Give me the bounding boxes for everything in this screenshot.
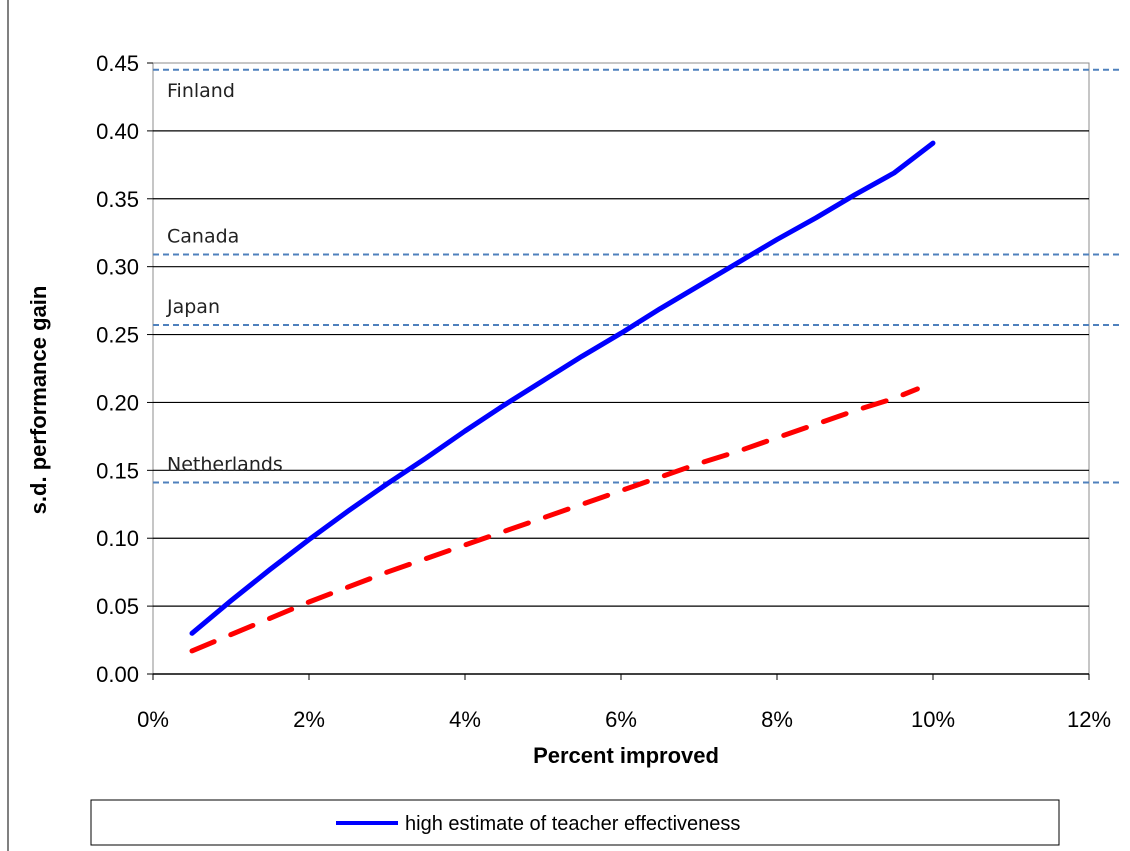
y-tick-label: 0.15 xyxy=(96,458,139,483)
gridlines xyxy=(153,130,1089,607)
legend-label-high-estimate: high estimate of teacher effectiveness xyxy=(405,813,740,835)
series-line-dashed xyxy=(189,386,920,654)
y-tick-label: 0.10 xyxy=(96,526,139,551)
x-tick-label: 0% xyxy=(137,707,169,732)
x-axis-title: Percent improved xyxy=(533,743,719,768)
series-line-high-estimate xyxy=(189,140,936,636)
x-axis-ticks: 0% 2% 4% 6% 8% 10% 12% xyxy=(137,674,1111,732)
reference-label-canada: Canada xyxy=(167,225,239,247)
reference-label-netherlands: Netherlands xyxy=(167,454,283,476)
y-tick-label: 0.30 xyxy=(96,255,139,280)
reference-label-japan: Japan xyxy=(166,296,220,318)
legend-box xyxy=(90,799,1060,846)
x-tick-label: 10% xyxy=(911,707,955,732)
y-tick-label: 0.00 xyxy=(96,662,139,687)
y-tick-label: 0.45 xyxy=(96,51,139,76)
y-axis-ticks: 0.00 0.05 0.10 0.15 0.20 0.25 0.30 0.35 0.40 0.45 xyxy=(96,51,153,687)
legend: high estimate of teacher effectiveness xyxy=(90,799,1060,846)
series-layer xyxy=(189,140,936,654)
x-tick-label: 6% xyxy=(605,707,637,732)
plot-area xyxy=(152,62,1090,675)
y-tick-label: 0.40 xyxy=(96,119,139,144)
y-tick-label: 0.20 xyxy=(96,390,139,415)
y-axis-title: s.d. performance gain xyxy=(26,286,51,515)
y-tick-label: 0.35 xyxy=(96,187,139,212)
reference-label-finland: Finland xyxy=(167,80,235,102)
reference-lines: Finland Canada Japan Netherlands xyxy=(153,68,1119,484)
y-tick-label: 0.25 xyxy=(96,323,139,348)
x-tick-label: 2% xyxy=(293,707,325,732)
x-tick-label: 12% xyxy=(1067,707,1111,732)
x-tick-label: 8% xyxy=(761,707,793,732)
x-tick-label: 4% xyxy=(449,707,481,732)
y-tick-label: 0.05 xyxy=(96,594,139,619)
